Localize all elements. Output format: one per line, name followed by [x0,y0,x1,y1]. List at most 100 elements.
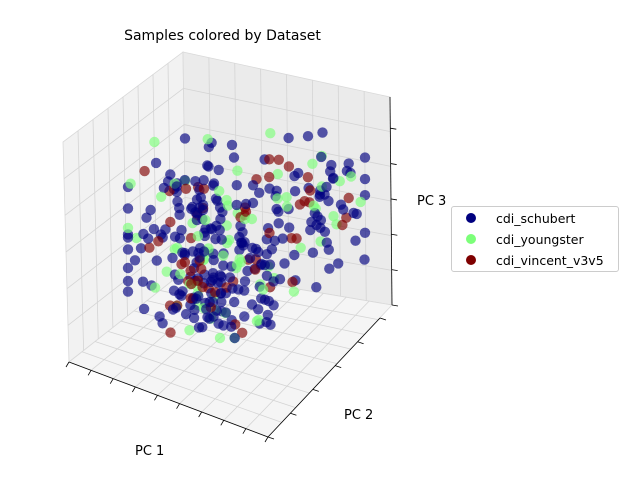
scatter-point-cdi_schubert [261,317,272,328]
scatter-point-cdi_vincent_v3v5 [139,165,150,177]
scatter-point-cdi_schubert [268,300,279,311]
scatter-point-cdi_schubert [188,312,200,324]
scatter-point-cdi_schubert [122,275,134,287]
scatter-point-cdi_schubert [242,265,253,277]
scatter-point-cdi_schubert [211,220,222,231]
scatter-point-cdi_schubert [302,131,314,142]
scatter-point-cdi_schubert [135,243,147,254]
grid-line [64,124,185,216]
scatter-point-cdi_youngster [307,158,318,169]
scatter-point-cdi_schubert [210,233,221,245]
scatter-point-cdi_youngster [149,282,161,293]
scatter-point-cdi_schubert [350,235,361,246]
scatter-point-cdi_schubert [191,293,202,304]
scatter-point-cdi_vincent_v3v5 [165,216,176,228]
scatter-point-cdi_youngster [156,191,167,202]
scatter-point-cdi_schubert [148,223,160,235]
scatter-point-cdi_schubert [122,232,134,243]
scatter-point-cdi_schubert [226,321,237,332]
scatter-point-cdi_schubert [122,203,134,214]
grid-line [179,289,301,404]
z-tick [391,304,399,307]
scatter-point-cdi_youngster [125,178,136,189]
scatter-point-cdi_schubert [171,181,182,192]
x-tick [87,370,92,376]
scatter-point-cdi_schubert [227,283,238,294]
scatter-point-cdi_vincent_v3v5 [291,233,302,244]
scatter-point-cdi_youngster [328,211,339,222]
scatter-point-cdi_youngster [251,316,263,327]
scatter-point-cdi_youngster [345,171,357,182]
scatter-point-cdi_schubert [180,309,192,320]
scatter-point-cdi_schubert [359,254,370,265]
z-tick [390,127,397,130]
scatter-point-cdi_vincent_v3v5 [343,192,354,204]
scatter-point-cdi_schubert [239,276,251,287]
scatter-point-cdi_vincent_v3v5 [264,171,275,183]
scatter-point-cdi_schubert [150,157,162,169]
scatter-point-cdi_schubert [311,282,322,293]
scatter-point-cdi_schubert [208,272,219,283]
scatter-point-cdi_youngster [295,242,306,253]
scatter-point-cdi_youngster [192,231,204,242]
x-tick [242,428,247,434]
scatter-point-cdi_vincent_v3v5 [165,327,176,338]
scatter-point-cdi_schubert [359,152,371,163]
scatter-point-cdi_schubert [129,255,141,266]
scatter-point-cdi_schubert [138,303,150,315]
scatter-point-cdi_vincent_v3v5 [237,327,248,338]
scatter-point-cdi_vincent_v3v5 [283,161,295,172]
scatter-point-cdi_schubert [198,175,209,186]
scatter-point-cdi_vincent_v3v5 [302,172,314,183]
scatter-point-cdi_schubert [283,132,294,144]
legend-marker [466,255,476,265]
scatter-point-cdi_schubert [289,170,300,182]
y-tick [290,412,297,416]
scatter-point-cdi_schubert [259,294,271,305]
scatter-point-cdi_schubert [240,198,252,210]
scatter-point-cdi_schubert [234,244,245,256]
scatter-point-cdi_schubert [328,172,339,184]
scatter-point-cdi_schubert [359,173,371,185]
scatter-point-cdi_schubert [190,176,201,187]
scatter-point-cdi_schubert [220,307,232,318]
grid-line [201,293,324,413]
legend-label: cdi_vincent_v3v5 [496,252,604,268]
scatter-point-cdi_vincent_v3v5 [264,227,275,239]
scatter-point-cdi_schubert [151,255,162,266]
scatter-point-cdi_schubert [247,242,258,254]
scatter-point-cdi_schubert [314,191,325,202]
scatter-point-cdi_schubert [138,228,149,240]
scatter-point-cdi_schubert [239,311,250,322]
x-tick [176,403,180,409]
x-tick [154,395,158,401]
scatter-point-cdi_schubert [254,187,265,198]
scatter-point-cdi_schubert [204,296,215,308]
scatter-point-cdi_schubert [231,199,242,211]
scatter-point-cdi_youngster [175,268,186,280]
scatter-point-cdi_schubert [203,161,214,172]
grid-line [120,320,324,379]
z-tick [391,269,398,272]
y-tick [335,365,342,368]
scatter-point-cdi_schubert [203,141,214,153]
scatter-point-cdi_youngster [202,134,213,145]
scatter-point-cdi_schubert [177,247,188,258]
scatter-point-cdi_schubert [348,207,359,219]
x-axis-label: PC 1 [135,444,165,459]
scatter-point-cdi_schubert [316,151,327,163]
scatter-point-cdi_schubert [229,296,240,308]
scatter-point-cdi_youngster [234,253,245,265]
scatter-point-cdi_youngster [272,168,283,180]
grid-line [81,351,282,423]
scatter-point-cdi_youngster [218,250,229,261]
y-axis-line [267,317,381,438]
legend-marker [466,234,476,244]
scatter-point-cdi_youngster [122,222,134,234]
y-tick [312,389,319,392]
z-axis-line [389,96,393,306]
grid-line [183,87,391,133]
scatter-point-cdi_schubert [326,159,337,171]
x-tick [264,436,269,443]
scatter-point-cdi_schubert [324,263,335,274]
